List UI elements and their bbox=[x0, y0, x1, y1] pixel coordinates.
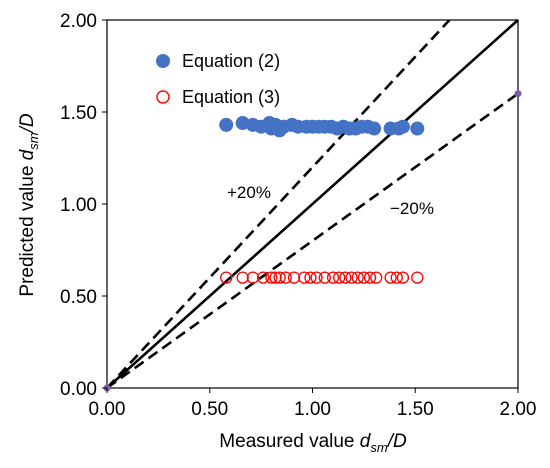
y-axis-ticks: 0.00 0.50 1.00 1.50 2.00 bbox=[60, 11, 107, 400]
data-point-series-1-4 bbox=[265, 271, 278, 284]
y-tick-label-1: 0.50 bbox=[60, 287, 97, 308]
data-point-series-1-3 bbox=[257, 271, 270, 284]
data-point-series-1-5 bbox=[269, 271, 282, 284]
y-axis-title-subscript: sm bbox=[26, 132, 41, 150]
x-axis-title-variable: d bbox=[360, 431, 372, 452]
x-axis-title: Measured value dsm/D bbox=[219, 431, 407, 455]
legend-marker-equation-2 bbox=[156, 54, 170, 68]
data-point-series-1-2 bbox=[246, 271, 260, 284]
x-axis-title-subscript: sm bbox=[370, 440, 388, 455]
reference-line-0 bbox=[106, 19, 519, 389]
data-point-series-0-0 bbox=[219, 117, 234, 132]
data-point-series-0-22 bbox=[367, 121, 382, 136]
x-tick-label-4: 2.00 bbox=[500, 399, 537, 420]
data-point-series-1-8 bbox=[287, 271, 301, 284]
data-point-series-1-20 bbox=[370, 271, 383, 284]
annotation-plus-20: +20% bbox=[227, 183, 271, 202]
data-point-series-1-9 bbox=[298, 271, 311, 284]
data-point-series-1-17 bbox=[351, 271, 364, 284]
data-point-series-2-1 bbox=[514, 90, 522, 98]
y-tick-label-0: 0.00 bbox=[60, 379, 97, 400]
data-point-series-0-26 bbox=[410, 121, 425, 136]
legend-marker-equation-3 bbox=[156, 90, 170, 104]
y-axis-title: Predicted value dsm/D bbox=[17, 113, 41, 296]
data-point-series-1-23 bbox=[396, 271, 410, 284]
data-points bbox=[103, 90, 522, 392]
x-tick-label-0: 0.00 bbox=[89, 399, 126, 420]
y-tick-label-4: 2.00 bbox=[60, 11, 97, 32]
y-tick-label-2: 1.00 bbox=[60, 195, 97, 216]
data-point-series-0-25 bbox=[395, 119, 410, 134]
data-point-series-1-24 bbox=[411, 271, 424, 284]
data-point-series-1-7 bbox=[279, 271, 292, 284]
data-point-series-1-14 bbox=[333, 271, 346, 284]
x-axis-title-suffix: /D bbox=[386, 431, 407, 452]
legend-label-equation-2: Equation (2) bbox=[182, 51, 280, 71]
data-point-series-1-18 bbox=[357, 271, 371, 284]
legend-label-equation-3: Equation (3) bbox=[182, 87, 280, 107]
data-point-series-1-16 bbox=[345, 271, 358, 284]
x-tick-label-1: 0.50 bbox=[191, 399, 228, 420]
reference-line-2 bbox=[106, 92, 519, 390]
y-axis-title-variable: d bbox=[17, 148, 38, 160]
data-point-series-1-21 bbox=[384, 271, 397, 284]
data-point-series-1-19 bbox=[363, 271, 377, 284]
x-axis-title-prefix: Measured value bbox=[219, 431, 359, 452]
data-point-series-1-10 bbox=[304, 271, 317, 284]
y-tick-label-3: 1.50 bbox=[60, 103, 97, 124]
x-axis-ticks: 0.00 0.50 1.00 1.50 2.00 bbox=[89, 388, 537, 420]
data-point-series-1-0 bbox=[220, 271, 233, 284]
reference-lines bbox=[106, 19, 519, 390]
x-tick-label-3: 1.50 bbox=[397, 399, 434, 420]
data-point-series-1-1 bbox=[236, 271, 249, 284]
y-axis-title-suffix: /D bbox=[17, 113, 38, 134]
data-point-series-1-22 bbox=[390, 271, 403, 284]
x-tick-label-2: 1.00 bbox=[294, 399, 331, 420]
data-point-series-1-12 bbox=[318, 271, 331, 284]
reference-line-1 bbox=[106, 19, 451, 389]
data-point-series-1-6 bbox=[273, 271, 286, 284]
data-point-series-1-11 bbox=[310, 271, 323, 284]
data-point-series-1-13 bbox=[326, 271, 340, 284]
annotation-minus-20: −20% bbox=[390, 199, 434, 218]
y-axis-title-prefix: Predicted value bbox=[17, 160, 38, 296]
legend: Equation (2) Equation (3) bbox=[156, 51, 280, 107]
data-point-series-1-15 bbox=[339, 271, 352, 284]
